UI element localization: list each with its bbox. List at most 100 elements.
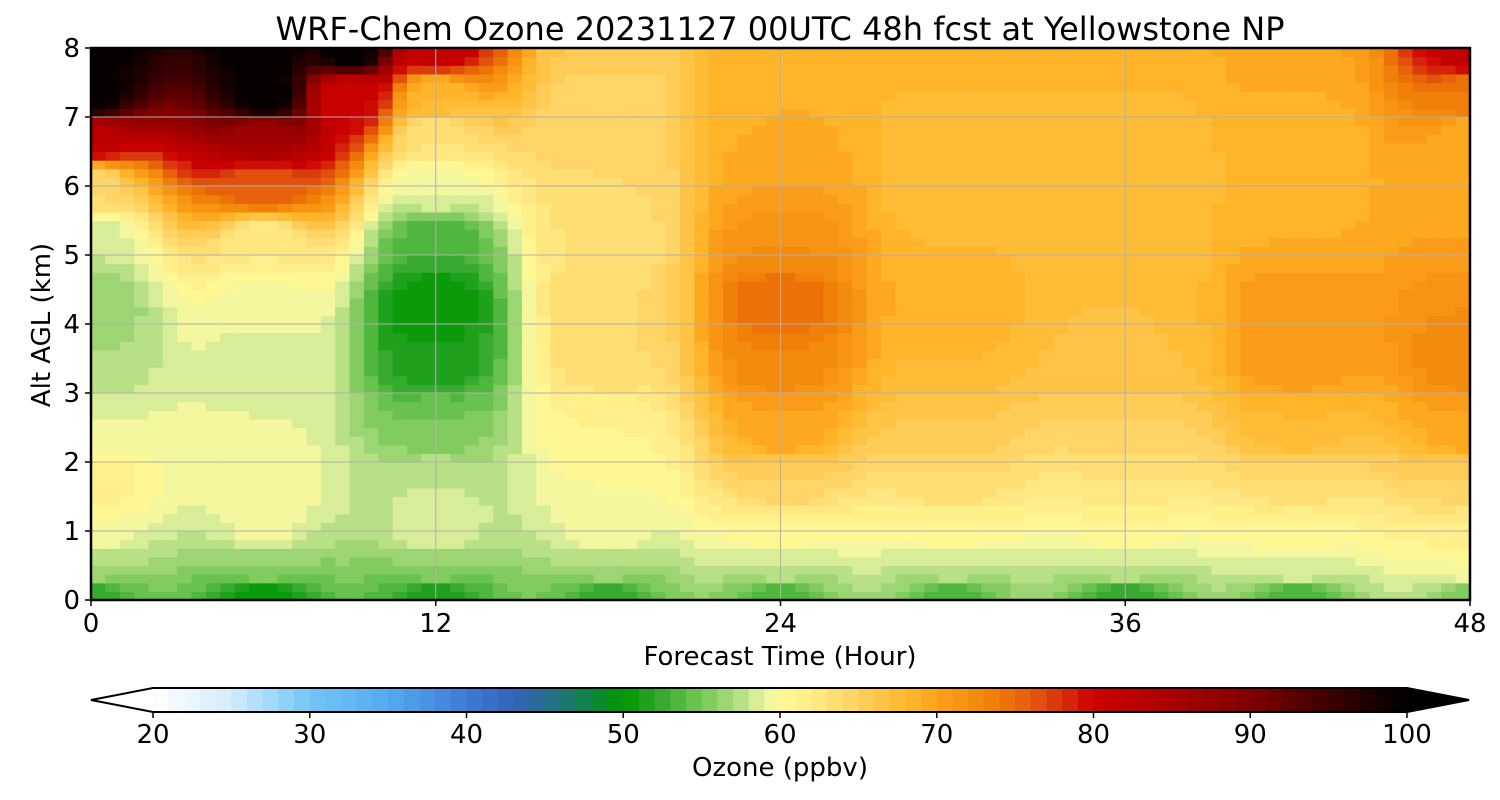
ozone-cell (263, 444, 279, 454)
ozone-cell (507, 522, 523, 532)
ozone-cell (119, 341, 135, 351)
ozone-cell (536, 289, 552, 299)
ozone-cell (1053, 367, 1069, 377)
ozone-cell (1096, 367, 1112, 377)
ozone-cell (277, 574, 293, 584)
ozone-cell (1024, 211, 1040, 222)
ozone-cell (277, 548, 293, 558)
ozone-cell (263, 479, 279, 489)
ozone-cell (837, 280, 853, 291)
ozone-cell (1211, 531, 1227, 541)
ozone-cell (320, 470, 336, 480)
ozone-cell (91, 548, 106, 558)
ozone-cell (148, 479, 164, 489)
ozone-cell (1340, 349, 1356, 360)
ozone-cell (895, 565, 911, 575)
ozone-cell (924, 496, 940, 506)
ozone-cell (909, 203, 925, 213)
ozone-cell (1383, 246, 1399, 256)
ozone-cell (809, 255, 825, 265)
ozone-cell (435, 522, 451, 532)
ozone-cell (162, 358, 178, 368)
ozone-cell (1412, 186, 1428, 196)
ozone-cell (320, 289, 336, 299)
ozone-cell (450, 462, 466, 472)
ozone-cell (105, 229, 121, 239)
ozone-cell (1283, 289, 1299, 299)
ozone-cell (1268, 591, 1284, 600)
ozone-cell (1369, 531, 1385, 541)
ozone-cell (794, 487, 810, 498)
ozone-cell (91, 531, 106, 541)
ozone-cell (579, 324, 595, 334)
ozone-cell (292, 168, 308, 178)
ozone-cell (665, 272, 681, 282)
ozone-cell (593, 220, 609, 230)
ozone-cell (536, 513, 552, 523)
ozone-cell (1139, 341, 1155, 351)
ozone-cell (1283, 349, 1299, 360)
ozone-cell (263, 306, 279, 316)
ozone-cell (1240, 513, 1256, 523)
ozone-cell (1067, 194, 1083, 204)
ozone-cell (1182, 487, 1198, 498)
ozone-cell (1082, 410, 1098, 420)
ozone-cell (780, 306, 796, 316)
ozone-cell (981, 160, 997, 170)
ozone-cell (1254, 341, 1270, 351)
ozone-cell (378, 349, 394, 360)
ozone-cell (306, 531, 322, 541)
ozone-cell (924, 341, 940, 351)
ozone-cell (679, 496, 695, 506)
ozone-cell (1039, 229, 1055, 239)
ozone-cell (450, 324, 466, 334)
ozone-cell (1153, 358, 1169, 368)
ozone-cell (249, 332, 264, 342)
ozone-cell (895, 246, 911, 256)
ozone-cell (651, 479, 667, 489)
ozone-cell (1153, 203, 1169, 213)
ozone-cell (1455, 505, 1470, 515)
ozone-cell (565, 246, 580, 256)
ozone-cell (852, 255, 868, 265)
ozone-cell (1024, 513, 1040, 523)
ozone-cell (1355, 565, 1371, 575)
ozone-cell (1096, 211, 1112, 222)
ozone-cell (780, 548, 796, 558)
ozone-cell (306, 436, 322, 446)
ozone-cell (349, 591, 365, 600)
ozone-cell (866, 255, 882, 265)
ozone-cell (866, 574, 882, 584)
ozone-cell (1398, 168, 1414, 178)
ozone-cell (306, 470, 322, 480)
ozone-cell (306, 255, 322, 265)
ozone-cell (981, 203, 997, 213)
ozone-cell (335, 539, 351, 549)
ozone-cell (1326, 479, 1342, 489)
ozone-cell (1398, 496, 1414, 506)
ozone-cell (665, 349, 681, 360)
ozone-cell (995, 487, 1011, 498)
ozone-cell (105, 298, 121, 308)
ozone-cell (1369, 513, 1385, 523)
ozone-cell (1412, 194, 1428, 204)
ozone-cell (378, 401, 394, 411)
ozone-cell (550, 496, 566, 506)
ozone-cell (694, 229, 710, 239)
ozone-cell (1311, 341, 1327, 351)
ozone-cell (277, 349, 293, 360)
ozone-cell (1398, 177, 1414, 187)
ozone-cell (507, 229, 523, 239)
ozone-cell (1355, 522, 1371, 532)
ozone-cell (435, 539, 451, 549)
ozone-cell (809, 427, 825, 437)
ozone-cell (1311, 522, 1327, 532)
ozone-cell (1340, 367, 1356, 377)
ozone-cell (1053, 496, 1069, 506)
ozone-cell (1398, 272, 1414, 282)
ozone-cell (780, 479, 796, 489)
ozone-cell (1383, 280, 1399, 291)
ozone-cell (1340, 582, 1356, 592)
ozone-cell (1110, 177, 1126, 187)
ozone-cell (1254, 332, 1270, 342)
